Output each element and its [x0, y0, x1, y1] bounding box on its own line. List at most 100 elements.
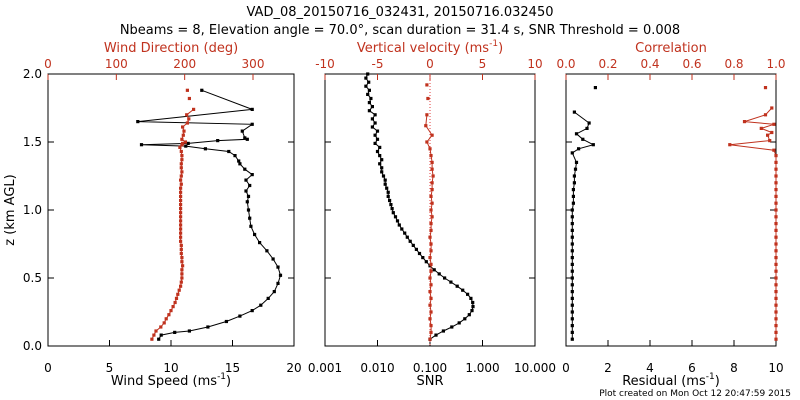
data-point	[162, 321, 166, 325]
series-line-wind-speed	[137, 89, 282, 340]
data-point	[570, 276, 574, 280]
data-point	[428, 147, 432, 151]
data-point	[428, 256, 432, 260]
data-point	[417, 251, 422, 256]
data-point	[180, 158, 184, 162]
data-point	[171, 305, 175, 309]
x-bottom-tick-label: 0	[44, 361, 52, 375]
x-bottom-axis-label: Residual (ms-1)	[622, 372, 720, 389]
data-point	[367, 88, 371, 92]
data-point	[570, 262, 574, 266]
data-point	[180, 170, 184, 174]
x-bottom-tick-label: 6	[688, 361, 696, 375]
data-point	[378, 162, 382, 166]
data-point	[428, 276, 432, 280]
data-point-isolated	[763, 86, 768, 90]
data-point	[774, 303, 778, 307]
data-point	[570, 208, 574, 212]
data-point	[449, 280, 453, 284]
data-point	[276, 281, 280, 285]
data-point	[768, 139, 772, 143]
data-point	[469, 296, 473, 300]
data-point	[380, 158, 384, 162]
data-point	[572, 174, 576, 178]
data-point	[430, 215, 434, 219]
data-point	[186, 141, 190, 145]
data-point	[393, 215, 398, 219]
data-point	[373, 141, 377, 145]
data-point	[367, 80, 371, 84]
data-point	[428, 317, 432, 321]
data-point	[570, 215, 574, 219]
data-point	[429, 208, 433, 212]
series-line-snr	[365, 73, 474, 340]
data-point	[246, 194, 251, 198]
data-point	[766, 133, 770, 137]
data-point	[430, 188, 434, 192]
data-point	[585, 126, 589, 130]
data-point	[386, 194, 390, 198]
data-point	[378, 145, 382, 149]
data-point	[570, 317, 574, 321]
data-point	[180, 260, 184, 264]
data-point	[182, 129, 186, 133]
data-point	[390, 207, 394, 211]
data-point	[179, 186, 183, 190]
data-point	[570, 256, 574, 260]
x-top-tick-label: 0.0	[556, 57, 575, 71]
x-top-tick-label: 0.8	[724, 57, 743, 71]
data-point	[395, 219, 400, 223]
data-point	[774, 249, 778, 253]
data-point	[429, 310, 433, 314]
x-top-tick-label: -10	[315, 57, 335, 71]
x-top-tick-label: 5	[479, 57, 487, 71]
data-point	[774, 174, 778, 178]
data-point	[443, 276, 447, 280]
data-point	[405, 235, 409, 239]
data-point	[388, 198, 392, 203]
x-bottom-tick-label: 8	[730, 361, 738, 375]
data-point	[150, 337, 154, 341]
data-point	[179, 178, 183, 182]
data-point	[246, 208, 251, 212]
data-point	[428, 303, 432, 307]
data-point	[364, 84, 368, 88]
data-point	[774, 215, 778, 219]
data-point	[278, 273, 283, 277]
x-bottom-tick-label: 10.000	[514, 361, 556, 375]
data-point	[570, 228, 574, 232]
data-point	[572, 181, 576, 185]
x-bottom-axis-label: SNR	[416, 374, 443, 389]
data-point	[772, 122, 776, 126]
data-point	[772, 148, 776, 152]
data-point	[570, 303, 574, 307]
data-point	[770, 130, 774, 135]
x-bottom-tick-label: 0	[562, 361, 570, 375]
data-point	[174, 296, 179, 300]
data-point	[429, 154, 433, 158]
data-point	[770, 106, 774, 110]
data-point	[570, 249, 574, 253]
data-point	[243, 167, 247, 171]
data-point	[428, 235, 432, 239]
data-point	[570, 310, 574, 314]
data-point-isolated	[425, 83, 429, 87]
data-point	[179, 194, 183, 198]
data-point	[429, 194, 433, 198]
data-point	[187, 117, 191, 121]
y-tick-label: 2.0	[23, 67, 42, 81]
data-point	[179, 251, 183, 256]
data-point	[139, 143, 144, 147]
data-point	[179, 280, 183, 284]
data-point	[179, 239, 183, 243]
x-top-tick-label: -5	[372, 57, 384, 71]
data-point	[455, 284, 459, 288]
data-point	[250, 173, 254, 177]
panel-frame	[565, 73, 777, 347]
data-point	[774, 324, 778, 328]
data-point	[728, 143, 732, 147]
data-point	[774, 310, 778, 314]
data-point	[167, 313, 171, 317]
series-line-residual	[571, 111, 595, 340]
